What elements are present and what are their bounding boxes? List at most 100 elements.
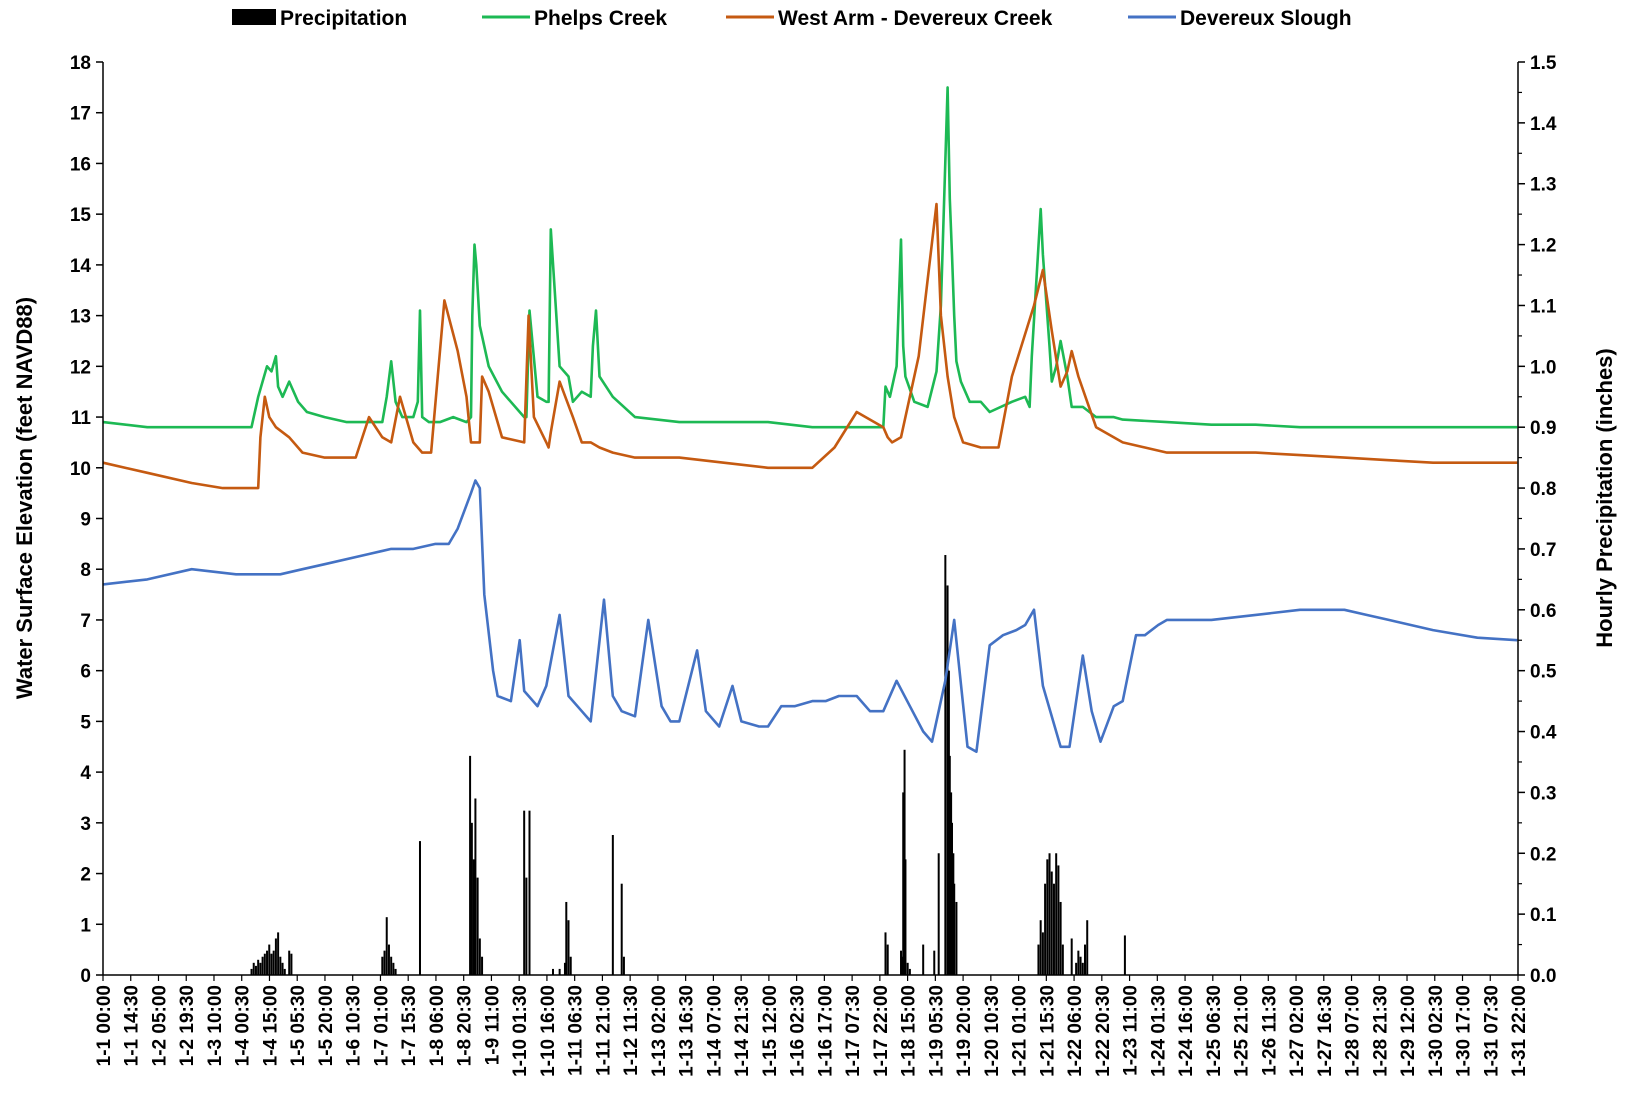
precipitation-bar [886,944,889,975]
x-tick-label: 1-10 16:00 [538,985,559,1077]
precipitation-bar [478,938,481,975]
precipitation-bar [551,968,554,975]
x-tick-label: 1-31 07:30 [1481,985,1502,1077]
y2-tick-label: 0.8 [1530,479,1556,500]
precipitation-bar [470,822,473,975]
precipitation-bar [476,877,479,975]
precipitation-bar [252,962,255,975]
y-tick-label: 6 [80,662,91,683]
precipitation-bar [390,956,393,975]
x-tick-label: 1-8 06:00 [427,985,448,1066]
x-tick-label: 1-4 00:30 [233,985,254,1066]
x-tick-label: 1-7 15:30 [399,985,420,1066]
y-tick-label: 5 [80,712,91,733]
precipitation-bar [528,810,531,975]
x-tick-label: 1-13 02:00 [649,985,670,1077]
y-tick-label: 1 [80,915,91,936]
x-tick-label: 1-28 21:30 [1370,985,1391,1077]
x-tick-label: 1-28 07:00 [1343,985,1364,1077]
x-tick-label: 1-4 15:00 [260,985,281,1066]
precipitation-bar [469,755,472,975]
precipitation-bar [1123,935,1126,975]
y-tick-label: 18 [70,53,91,74]
y2-tick-label: 1.1 [1530,296,1557,317]
x-tick-label: 1-29 12:00 [1398,985,1419,1077]
y-tick-label: 14 [70,256,92,277]
precipitation-bar [481,956,484,975]
x-tick-label: 1-25 21:00 [1232,985,1253,1077]
x-tick-label: 1-31 22:00 [1509,985,1530,1077]
x-tick-label: 1-17 22:00 [871,985,892,1077]
precipitation-bar [259,962,262,975]
precipitation-bar [1059,901,1062,975]
precipitation-bar [1057,865,1060,975]
precipitation-bar [250,968,253,975]
precipitation-bar [385,917,388,975]
precipitation-bars [250,555,1126,975]
precipitation-bar [569,956,572,975]
precipitation-bar [622,956,625,975]
legend-swatch-precipitation [232,9,276,25]
x-tick-label: 1-15 12:00 [760,985,781,1077]
x-tick-label: 1-21 01:00 [1010,985,1031,1077]
x-tick-label: 1-8 20:30 [455,985,476,1066]
y2-tick-label: 1.5 [1530,53,1557,74]
x-tick-label: 1-30 02:30 [1426,985,1447,1077]
precipitation-bar [902,792,905,975]
y2-tick-label: 0.0 [1530,966,1556,987]
y-tick-label: 2 [80,865,91,886]
y-axis-title: Water Surface Elevation (feet NAVD88) [12,297,37,699]
x-tick-label: 1-20 10:30 [982,985,1003,1077]
precipitation-bar [1052,883,1055,975]
precipitation-bar [268,944,271,975]
x-tick-label: 1-6 10:30 [344,985,365,1066]
precipitation-bar [1086,920,1089,975]
x-tick-label: 1-19 05:30 [926,985,947,1077]
precipitation-bar [1084,944,1087,975]
precipitation-bar [900,956,903,975]
precipitation-bar [1041,932,1044,975]
x-tick-label: 1-13 16:30 [677,985,698,1077]
precipitation-bar [950,822,953,975]
x-tick-label: 1-25 06:30 [1204,985,1225,1077]
precipitation-bar [474,798,477,975]
x-tick-label: 1-23 11:00 [1121,985,1142,1076]
precipitation-bar [1070,938,1073,975]
x-tick-label: 1-7 01:00 [371,985,392,1066]
x-tick-label: 1-2 05:00 [149,985,170,1066]
precipitation-bar [558,968,561,975]
y-tick-label: 9 [80,510,91,531]
precipitation-bar [611,835,614,975]
precipitation-bar [1044,883,1047,975]
axes [102,62,1519,976]
x-tick-label: 1-2 19:30 [177,985,198,1066]
precipitation-bar [1077,950,1080,975]
precipitation-bar [387,944,390,975]
precipitation-bar [283,968,286,975]
legend-label-slough: Devereux Slough [1180,7,1352,30]
legend-label-westarm: West Arm - Devereux Creek [778,7,1053,30]
precipitation-bar [523,810,526,975]
precipitation-bar [290,953,293,975]
y2-tick-label: 1.3 [1530,175,1556,196]
x-tick-label: 1-16 17:00 [815,985,836,1077]
precipitation-bar [270,953,273,975]
precipitation-bar [472,859,475,975]
y-tick-label: 15 [70,205,92,226]
x-tick-label: 1-17 07:30 [843,985,864,1077]
tick-labels: 01234567891011121314151617180.00.10.20.3… [70,53,1557,1077]
y2-tick-label: 0.9 [1530,418,1556,439]
precipitation-bar [937,853,940,975]
series-lines [102,86,1518,754]
precipitation-bar [563,962,566,975]
y-tick-label: 10 [70,459,91,480]
x-tick-label: 1-30 17:00 [1454,985,1475,1077]
y-tick-label: 0 [80,966,91,987]
y-tick-label: 12 [70,357,91,378]
precipitation-bar [1037,944,1040,975]
precipitation-bar [383,950,386,975]
y-tick-label: 16 [70,154,91,175]
y2-tick-label: 0.5 [1530,662,1557,683]
precipitation-bar [944,555,947,975]
precipitation-bar [261,956,264,975]
